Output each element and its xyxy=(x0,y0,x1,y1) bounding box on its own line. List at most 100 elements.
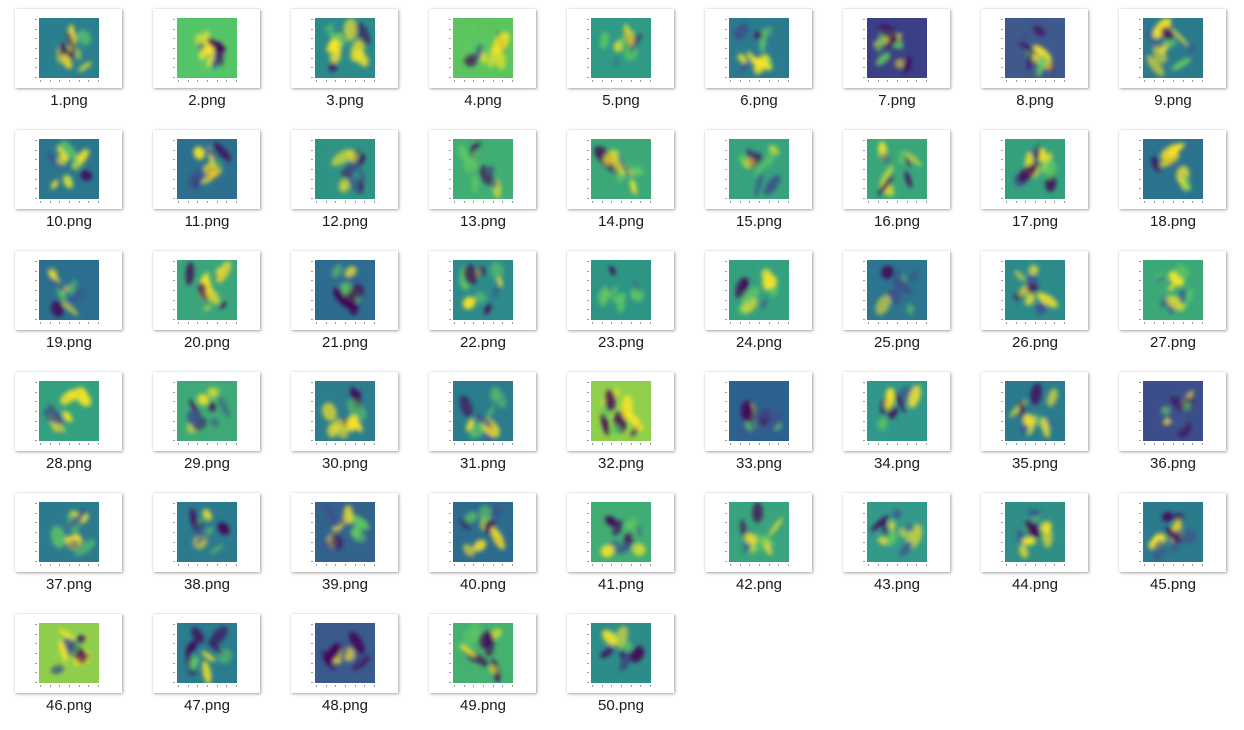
file-thumbnail[interactable] xyxy=(843,130,950,209)
file-thumbnail[interactable] xyxy=(15,251,122,330)
file-item[interactable]: 37.png xyxy=(0,484,138,602)
file-name[interactable]: 20.png xyxy=(184,334,230,351)
file-name[interactable]: 18.png xyxy=(1150,213,1196,230)
file-thumbnail[interactable] xyxy=(567,251,674,330)
file-name[interactable]: 11.png xyxy=(184,213,230,230)
file-name[interactable]: 39.png xyxy=(322,576,368,593)
file-thumbnail[interactable] xyxy=(981,251,1088,330)
file-thumbnail[interactable] xyxy=(15,9,122,88)
file-thumbnail[interactable] xyxy=(981,9,1088,88)
file-thumbnail[interactable] xyxy=(705,493,812,572)
file-item[interactable]: 15.png xyxy=(690,121,828,239)
file-item[interactable]: 10.png xyxy=(0,121,138,239)
file-thumbnail[interactable] xyxy=(705,251,812,330)
file-item[interactable]: 21.png xyxy=(276,242,414,360)
file-thumbnail[interactable] xyxy=(153,9,260,88)
file-thumbnail[interactable] xyxy=(843,372,950,451)
file-item[interactable]: 44.png xyxy=(966,484,1104,602)
file-item[interactable]: 26.png xyxy=(966,242,1104,360)
file-thumbnail[interactable] xyxy=(153,493,260,572)
file-thumbnail[interactable] xyxy=(1119,130,1226,209)
file-item[interactable]: 27.png xyxy=(1104,242,1242,360)
file-name[interactable]: 50.png xyxy=(598,697,644,714)
file-name[interactable]: 7.png xyxy=(878,92,916,109)
file-thumbnail[interactable] xyxy=(153,251,260,330)
file-thumbnail[interactable] xyxy=(429,9,536,88)
file-item[interactable]: 11.png xyxy=(138,121,276,239)
file-name[interactable]: 46.png xyxy=(46,697,92,714)
file-name[interactable]: 25.png xyxy=(874,334,920,351)
file-thumbnail[interactable] xyxy=(981,130,1088,209)
file-item[interactable]: 22.png xyxy=(414,242,552,360)
file-item[interactable]: 39.png xyxy=(276,484,414,602)
file-name[interactable]: 13.png xyxy=(460,213,506,230)
file-thumbnail[interactable] xyxy=(1119,493,1226,572)
file-item[interactable]: 35.png xyxy=(966,363,1104,481)
file-item[interactable]: 19.png xyxy=(0,242,138,360)
file-name[interactable]: 40.png xyxy=(460,576,506,593)
file-item[interactable]: 16.png xyxy=(828,121,966,239)
file-thumbnail[interactable] xyxy=(15,614,122,693)
file-thumbnail[interactable] xyxy=(429,614,536,693)
file-item[interactable]: 30.png xyxy=(276,363,414,481)
file-item[interactable]: 33.png xyxy=(690,363,828,481)
file-thumbnail[interactable] xyxy=(429,372,536,451)
file-item[interactable]: 23.png xyxy=(552,242,690,360)
file-item[interactable]: 36.png xyxy=(1104,363,1242,481)
file-item[interactable]: 40.png xyxy=(414,484,552,602)
file-thumbnail[interactable] xyxy=(843,251,950,330)
file-name[interactable]: 15.png xyxy=(736,213,782,230)
file-thumbnail[interactable] xyxy=(567,372,674,451)
file-name[interactable]: 31.png xyxy=(460,455,506,472)
file-item[interactable]: 41.png xyxy=(552,484,690,602)
file-item[interactable]: 25.png xyxy=(828,242,966,360)
file-item[interactable]: 12.png xyxy=(276,121,414,239)
file-thumbnail[interactable] xyxy=(981,493,1088,572)
file-thumbnail[interactable] xyxy=(843,493,950,572)
file-item[interactable]: 14.png xyxy=(552,121,690,239)
file-name[interactable]: 37.png xyxy=(46,576,92,593)
file-item[interactable]: 31.png xyxy=(414,363,552,481)
file-name[interactable]: 8.png xyxy=(1016,92,1054,109)
file-name[interactable]: 43.png xyxy=(874,576,920,593)
file-thumbnail[interactable] xyxy=(15,372,122,451)
file-name[interactable]: 35.png xyxy=(1012,455,1058,472)
file-item[interactable]: 43.png xyxy=(828,484,966,602)
file-name[interactable]: 27.png xyxy=(1150,334,1196,351)
file-name[interactable]: 34.png xyxy=(874,455,920,472)
file-thumbnail[interactable] xyxy=(291,614,398,693)
file-name[interactable]: 26.png xyxy=(1012,334,1058,351)
file-item[interactable]: 17.png xyxy=(966,121,1104,239)
file-name[interactable]: 22.png xyxy=(460,334,506,351)
file-name[interactable]: 23.png xyxy=(598,334,644,351)
file-name[interactable]: 10.png xyxy=(46,213,92,230)
file-thumbnail[interactable] xyxy=(567,9,674,88)
file-thumbnail[interactable] xyxy=(291,372,398,451)
file-thumbnail[interactable] xyxy=(1119,251,1226,330)
file-item[interactable]: 48.png xyxy=(276,605,414,723)
file-item[interactable]: 38.png xyxy=(138,484,276,602)
file-name[interactable]: 47.png xyxy=(184,697,230,714)
file-item[interactable]: 9.png xyxy=(1104,0,1242,118)
file-name[interactable]: 2.png xyxy=(188,92,226,109)
file-name[interactable]: 3.png xyxy=(326,92,364,109)
file-item[interactable]: 32.png xyxy=(552,363,690,481)
file-name[interactable]: 30.png xyxy=(322,455,368,472)
file-item[interactable]: 20.png xyxy=(138,242,276,360)
file-item[interactable]: 7.png xyxy=(828,0,966,118)
file-thumbnail[interactable] xyxy=(1119,372,1226,451)
file-item[interactable]: 13.png xyxy=(414,121,552,239)
file-name[interactable]: 42.png xyxy=(736,576,782,593)
file-name[interactable]: 14.png xyxy=(598,213,644,230)
file-item[interactable]: 8.png xyxy=(966,0,1104,118)
file-thumbnail[interactable] xyxy=(291,130,398,209)
file-name[interactable]: 44.png xyxy=(1012,576,1058,593)
file-name[interactable]: 9.png xyxy=(1154,92,1192,109)
file-name[interactable]: 29.png xyxy=(184,455,230,472)
file-name[interactable]: 1.png xyxy=(50,92,88,109)
file-item[interactable]: 29.png xyxy=(138,363,276,481)
file-thumbnail[interactable] xyxy=(291,9,398,88)
file-name[interactable]: 38.png xyxy=(184,576,230,593)
file-item[interactable]: 24.png xyxy=(690,242,828,360)
file-thumbnail[interactable] xyxy=(843,9,950,88)
